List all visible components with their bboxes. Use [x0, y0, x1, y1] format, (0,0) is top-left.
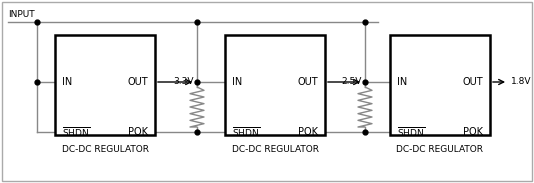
Text: 3.3V: 3.3V: [174, 76, 194, 85]
Text: IN: IN: [62, 77, 72, 87]
Text: $\overline{\rm SHDN}$: $\overline{\rm SHDN}$: [232, 125, 260, 139]
Text: POK: POK: [463, 127, 483, 137]
Text: DC-DC REGULATOR: DC-DC REGULATOR: [397, 145, 483, 154]
Text: IN: IN: [232, 77, 242, 87]
Text: OUT: OUT: [128, 77, 148, 87]
Text: 2.5V: 2.5V: [342, 76, 362, 85]
Bar: [390, 35, 490, 135]
Text: INPUT: INPUT: [8, 10, 35, 19]
Text: DC-DC REGULATOR: DC-DC REGULATOR: [232, 145, 318, 154]
Text: $\overline{\rm SHDN}$: $\overline{\rm SHDN}$: [397, 125, 425, 139]
Text: OUT: OUT: [462, 77, 483, 87]
Text: OUT: OUT: [297, 77, 318, 87]
Text: DC-DC REGULATOR: DC-DC REGULATOR: [61, 145, 148, 154]
Bar: [55, 35, 155, 135]
Text: $\overline{\rm SHDN}$: $\overline{\rm SHDN}$: [62, 125, 90, 139]
Text: POK: POK: [128, 127, 148, 137]
Bar: [225, 35, 325, 135]
Text: IN: IN: [397, 77, 407, 87]
Text: POK: POK: [298, 127, 318, 137]
Text: 1.8V: 1.8V: [511, 77, 531, 87]
